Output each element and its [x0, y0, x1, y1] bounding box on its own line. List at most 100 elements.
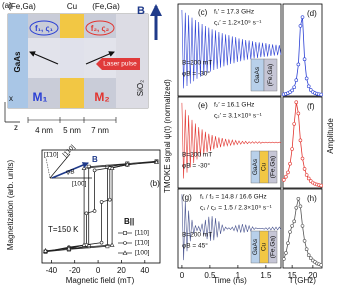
layer-strip [268, 150, 278, 184]
cap-label: SiO₂ [136, 80, 145, 96]
substrate-label: GaAs [13, 51, 22, 72]
panel-label: (b) [150, 179, 160, 188]
laser-banner [96, 58, 140, 70]
panel-label: (e) [198, 101, 208, 110]
marker [304, 173, 309, 177]
annotation: f₂′ = 16.1 GHz [214, 102, 254, 109]
marker [107, 197, 112, 202]
panel-label: (g) [182, 193, 192, 202]
schematic: (a) (Fe,Ga) Cu (Fe,Ga) B f₁, ς₁ f₂, ς₂ G… [2, 1, 162, 135]
marker [84, 211, 89, 216]
cu-bottom [60, 78, 84, 108]
axes-glyph [4, 102, 20, 123]
mode2-orbit [85, 20, 115, 36]
m2-label: M₂ [94, 90, 109, 104]
marker [109, 242, 115, 247]
laser-label: Laser pulse [103, 61, 137, 68]
layer-label: GaAs [252, 158, 259, 175]
layer-label: (Fe,Ga) [267, 64, 274, 86]
marker [99, 240, 104, 245]
inset-field [51, 162, 89, 179]
panel-label: (a) [2, 1, 12, 10]
inset-label: [1̄10] [44, 152, 59, 159]
legend-marker [123, 231, 127, 235]
annotation: φB = -30° [182, 162, 210, 170]
series-line [181, 194, 282, 261]
annotation: B=200 mT [182, 152, 212, 159]
marker [290, 147, 294, 151]
marker [282, 178, 286, 182]
marker [109, 165, 115, 170]
marker [298, 138, 303, 143]
marker [300, 224, 305, 228]
y-axis-label: Magnetization (arb. units) [6, 160, 15, 251]
marker [154, 159, 159, 165]
marker [290, 224, 294, 228]
marker [99, 200, 104, 204]
inset-label: φB [66, 169, 75, 176]
marker [290, 88, 294, 93]
marker [286, 241, 290, 245]
x-tick-label: 40 [140, 266, 149, 275]
marker [304, 247, 309, 251]
marker [302, 167, 307, 171]
annotation: f₁ / f₂ = 14.8 / 16.6 GHz [200, 194, 267, 201]
mode1-orbit [29, 20, 59, 36]
marker [66, 245, 72, 251]
marker [306, 176, 311, 181]
marker [304, 76, 309, 81]
x-tick-label: -20 [69, 266, 81, 275]
marker [306, 253, 311, 258]
marker [284, 251, 288, 255]
marker [300, 156, 305, 161]
series-line [181, 102, 282, 179]
mode1-label: f₁, ς₁ [35, 24, 54, 33]
marker [292, 122, 297, 126]
layer-label: (Fe,Ga) [92, 2, 120, 11]
marker [292, 85, 297, 90]
x-tick-label: 0 [180, 271, 185, 280]
legend-label: [1̄10] [135, 240, 150, 247]
annotation: ς₁ / ς₂ = 1.5 / 2.3×10⁹ s⁻¹ [200, 205, 273, 212]
marker [319, 92, 323, 97]
x-axis-label: Time (ns) [213, 276, 247, 285]
marker [302, 57, 307, 62]
annotation: B=200 mT [182, 232, 212, 239]
panel-label: (f) [307, 102, 315, 111]
panel-label: (d) [307, 9, 317, 18]
m2-arrow [85, 51, 115, 65]
layer-label: (Fe,Ga) [8, 2, 36, 11]
marker [292, 219, 297, 224]
marker [319, 263, 323, 267]
layer-label: GaAs [254, 66, 261, 83]
legend-label: [100] [135, 250, 150, 257]
thickness-label: 4 nm [35, 126, 53, 135]
cu-top [60, 14, 84, 38]
marker [319, 183, 323, 188]
annotation: φB = -30° [182, 70, 210, 78]
marker [92, 209, 97, 213]
layer-label: Cu [261, 242, 268, 251]
marker [302, 239, 307, 243]
x-tick-label: 20 [308, 271, 317, 280]
gaas-region [8, 14, 28, 108]
x-axis-label: Magnetic field (mT) [66, 276, 135, 285]
marker [288, 161, 292, 166]
marker [282, 257, 286, 261]
marker [308, 256, 313, 261]
x-tick-label: 1.5 [260, 271, 272, 280]
axis-glyph-label: z [14, 123, 18, 132]
m1-arrow [29, 51, 59, 65]
marker [288, 230, 292, 234]
marker [92, 168, 97, 173]
axis-glyph-label: x [9, 94, 13, 103]
marker [105, 244, 110, 249]
y-axis-label: TMOKE signal ψ(t) (normalized) [163, 79, 172, 193]
field-label: B [137, 5, 145, 17]
dimension-ticks [27, 117, 117, 123]
panel-label: (h) [307, 194, 317, 203]
x-tick-label: 15 [288, 271, 297, 280]
x-axis-label: f (GHz) [290, 276, 316, 285]
